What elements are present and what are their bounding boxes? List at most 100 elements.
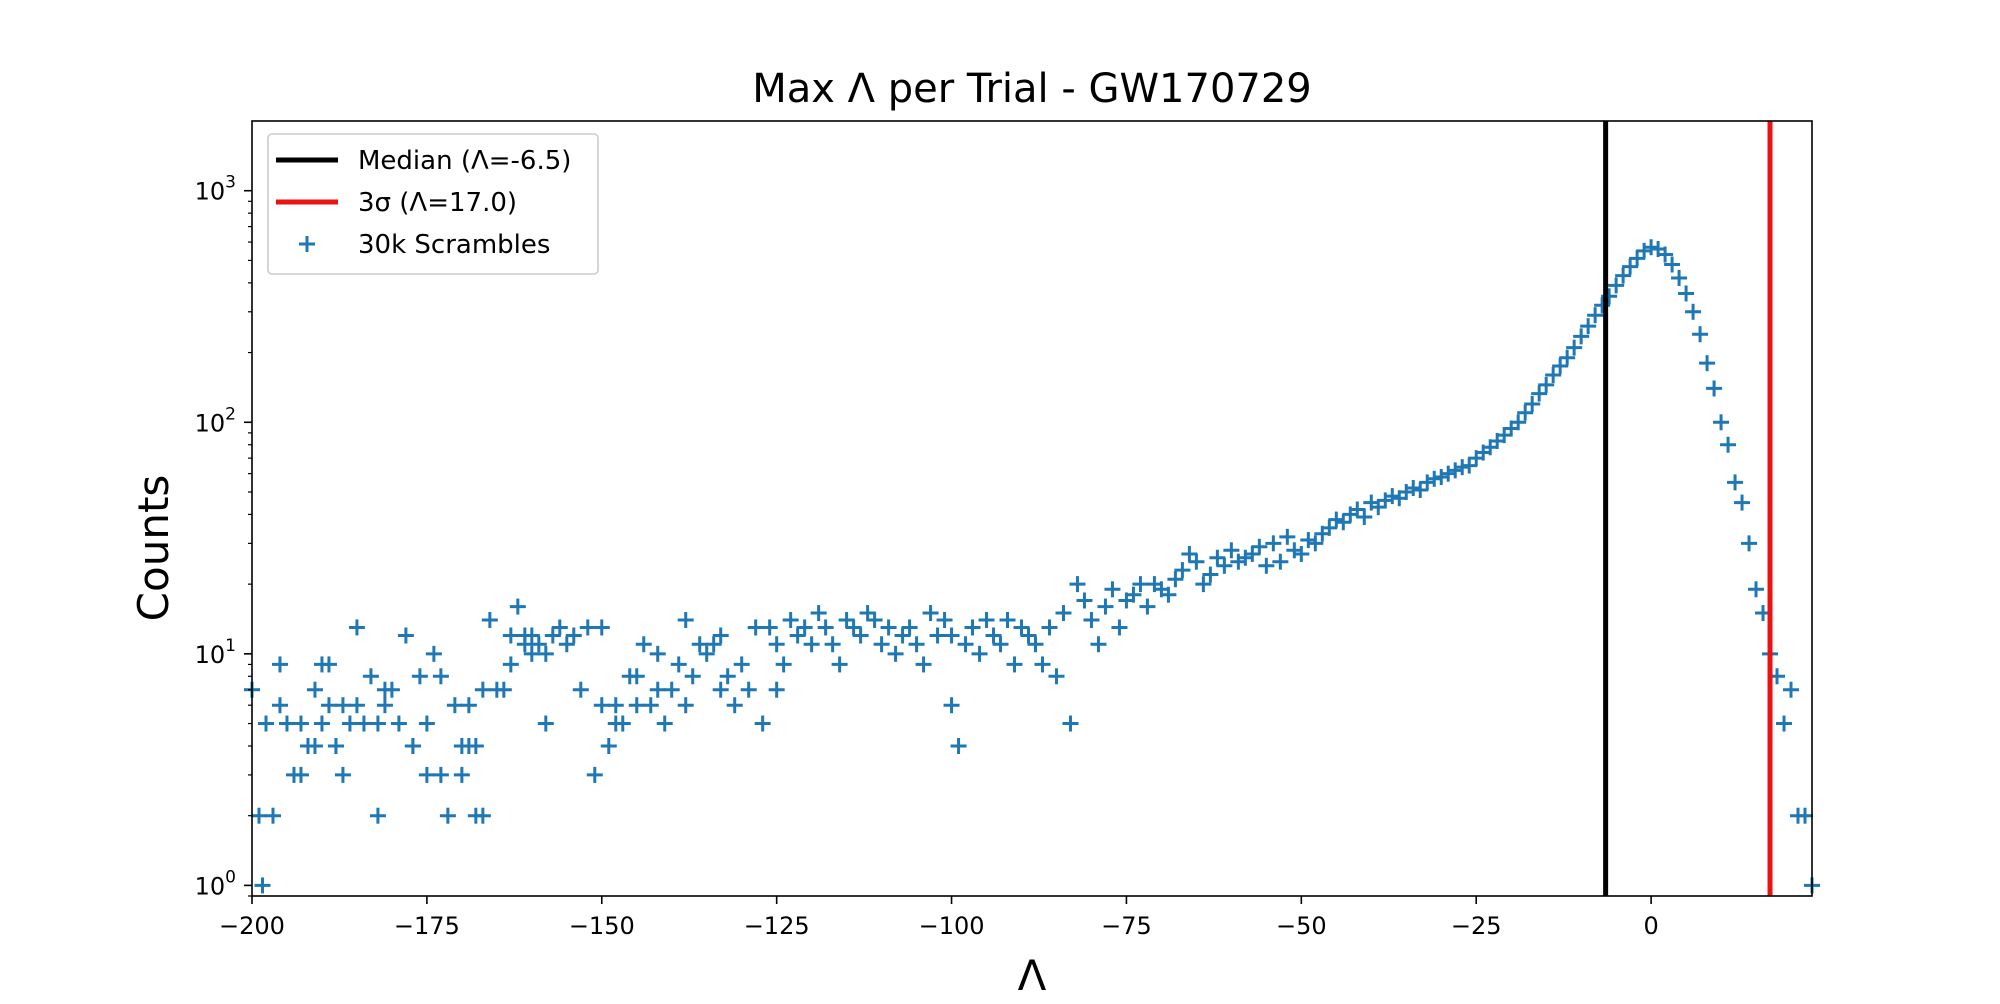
data-point xyxy=(1461,457,1478,474)
data-point xyxy=(1265,535,1282,552)
data-point xyxy=(1251,538,1268,555)
data-point xyxy=(1160,586,1177,603)
data-point xyxy=(1195,576,1212,593)
data-point xyxy=(271,656,288,673)
data-point xyxy=(1076,592,1093,609)
data-point xyxy=(901,619,918,636)
data-point xyxy=(334,766,351,783)
data-point xyxy=(348,697,365,714)
data-point xyxy=(663,681,680,698)
data-point xyxy=(1202,566,1219,583)
data-point xyxy=(369,807,386,824)
data-point xyxy=(873,636,890,653)
plot-frame xyxy=(251,120,1813,897)
data-point xyxy=(1132,576,1149,593)
data-point xyxy=(1279,528,1296,545)
data-point xyxy=(705,636,722,653)
data-point xyxy=(1629,250,1646,267)
data-point xyxy=(929,627,946,644)
data-point xyxy=(852,627,869,644)
data-point xyxy=(292,766,309,783)
data-point xyxy=(257,715,274,732)
data-point xyxy=(1048,668,1065,685)
data-point xyxy=(1034,656,1051,673)
data-point xyxy=(453,766,470,783)
data-point xyxy=(460,697,477,714)
data-point xyxy=(530,636,547,653)
x-tick-label: −100 xyxy=(919,912,985,940)
data-point xyxy=(1181,545,1198,562)
data-point xyxy=(1545,367,1562,384)
data-point xyxy=(537,715,554,732)
data-point xyxy=(432,766,449,783)
data-point xyxy=(838,612,855,629)
data-point xyxy=(936,612,953,629)
data-point xyxy=(593,697,610,714)
x-tick-label: −50 xyxy=(1276,912,1327,940)
data-point xyxy=(1321,519,1338,536)
data-point xyxy=(509,598,526,615)
data-point xyxy=(719,668,736,685)
data-point xyxy=(768,636,785,653)
data-point xyxy=(614,715,631,732)
data-point xyxy=(516,636,533,653)
legend-label-2: 30k Scrambles xyxy=(358,230,550,260)
data-point xyxy=(1328,511,1345,528)
data-point xyxy=(579,619,596,636)
data-point xyxy=(859,605,876,622)
data-point xyxy=(551,619,568,636)
data-point xyxy=(943,627,960,644)
data-point xyxy=(467,737,484,754)
data-point xyxy=(432,668,449,685)
y-tick-label: 101 xyxy=(195,636,236,669)
data-point xyxy=(908,636,925,653)
data-point xyxy=(1524,395,1541,412)
data-point xyxy=(1776,715,1793,732)
data-point xyxy=(964,619,981,636)
data-point xyxy=(425,645,442,662)
x-tick-label: −125 xyxy=(744,912,810,940)
data-point xyxy=(1300,532,1317,549)
data-point xyxy=(1405,480,1422,497)
data-point xyxy=(264,807,281,824)
data-point xyxy=(1636,242,1653,259)
data-point xyxy=(523,627,540,644)
x-tick-label: −25 xyxy=(1451,912,1502,940)
data-point xyxy=(327,737,344,754)
data-point xyxy=(1209,549,1226,566)
data-point xyxy=(362,668,379,685)
data-point xyxy=(1097,598,1114,615)
data-point xyxy=(1538,376,1555,393)
data-point xyxy=(1174,562,1191,579)
legend: Median (Λ=-6.5) 3σ (Λ=17.0) 30k Scrambles xyxy=(267,133,599,275)
data-point xyxy=(1223,542,1240,559)
data-point xyxy=(985,627,1002,644)
data-point xyxy=(1783,681,1800,698)
data-point xyxy=(866,612,883,629)
data-point xyxy=(845,619,862,636)
data-point xyxy=(502,627,519,644)
data-point xyxy=(1062,715,1079,732)
data-point xyxy=(306,681,323,698)
data-point xyxy=(943,697,960,714)
data-point xyxy=(1566,339,1583,356)
data-point xyxy=(1384,488,1401,505)
data-point xyxy=(369,715,386,732)
data-point xyxy=(1741,535,1758,552)
data-point xyxy=(278,715,295,732)
data-point xyxy=(1055,605,1072,622)
data-point xyxy=(999,612,1016,629)
data-point xyxy=(383,681,400,698)
y-axis-ticks: 100 101 102 103 xyxy=(195,173,252,900)
data-point xyxy=(1069,576,1086,593)
data-point xyxy=(1286,542,1303,559)
data-point xyxy=(656,715,673,732)
data-point xyxy=(978,612,995,629)
data-point xyxy=(992,636,1009,653)
data-point xyxy=(586,766,603,783)
data-point xyxy=(523,645,540,662)
data-point xyxy=(411,668,428,685)
data-point xyxy=(1587,307,1604,324)
data-point xyxy=(341,715,358,732)
data-point xyxy=(887,645,904,662)
